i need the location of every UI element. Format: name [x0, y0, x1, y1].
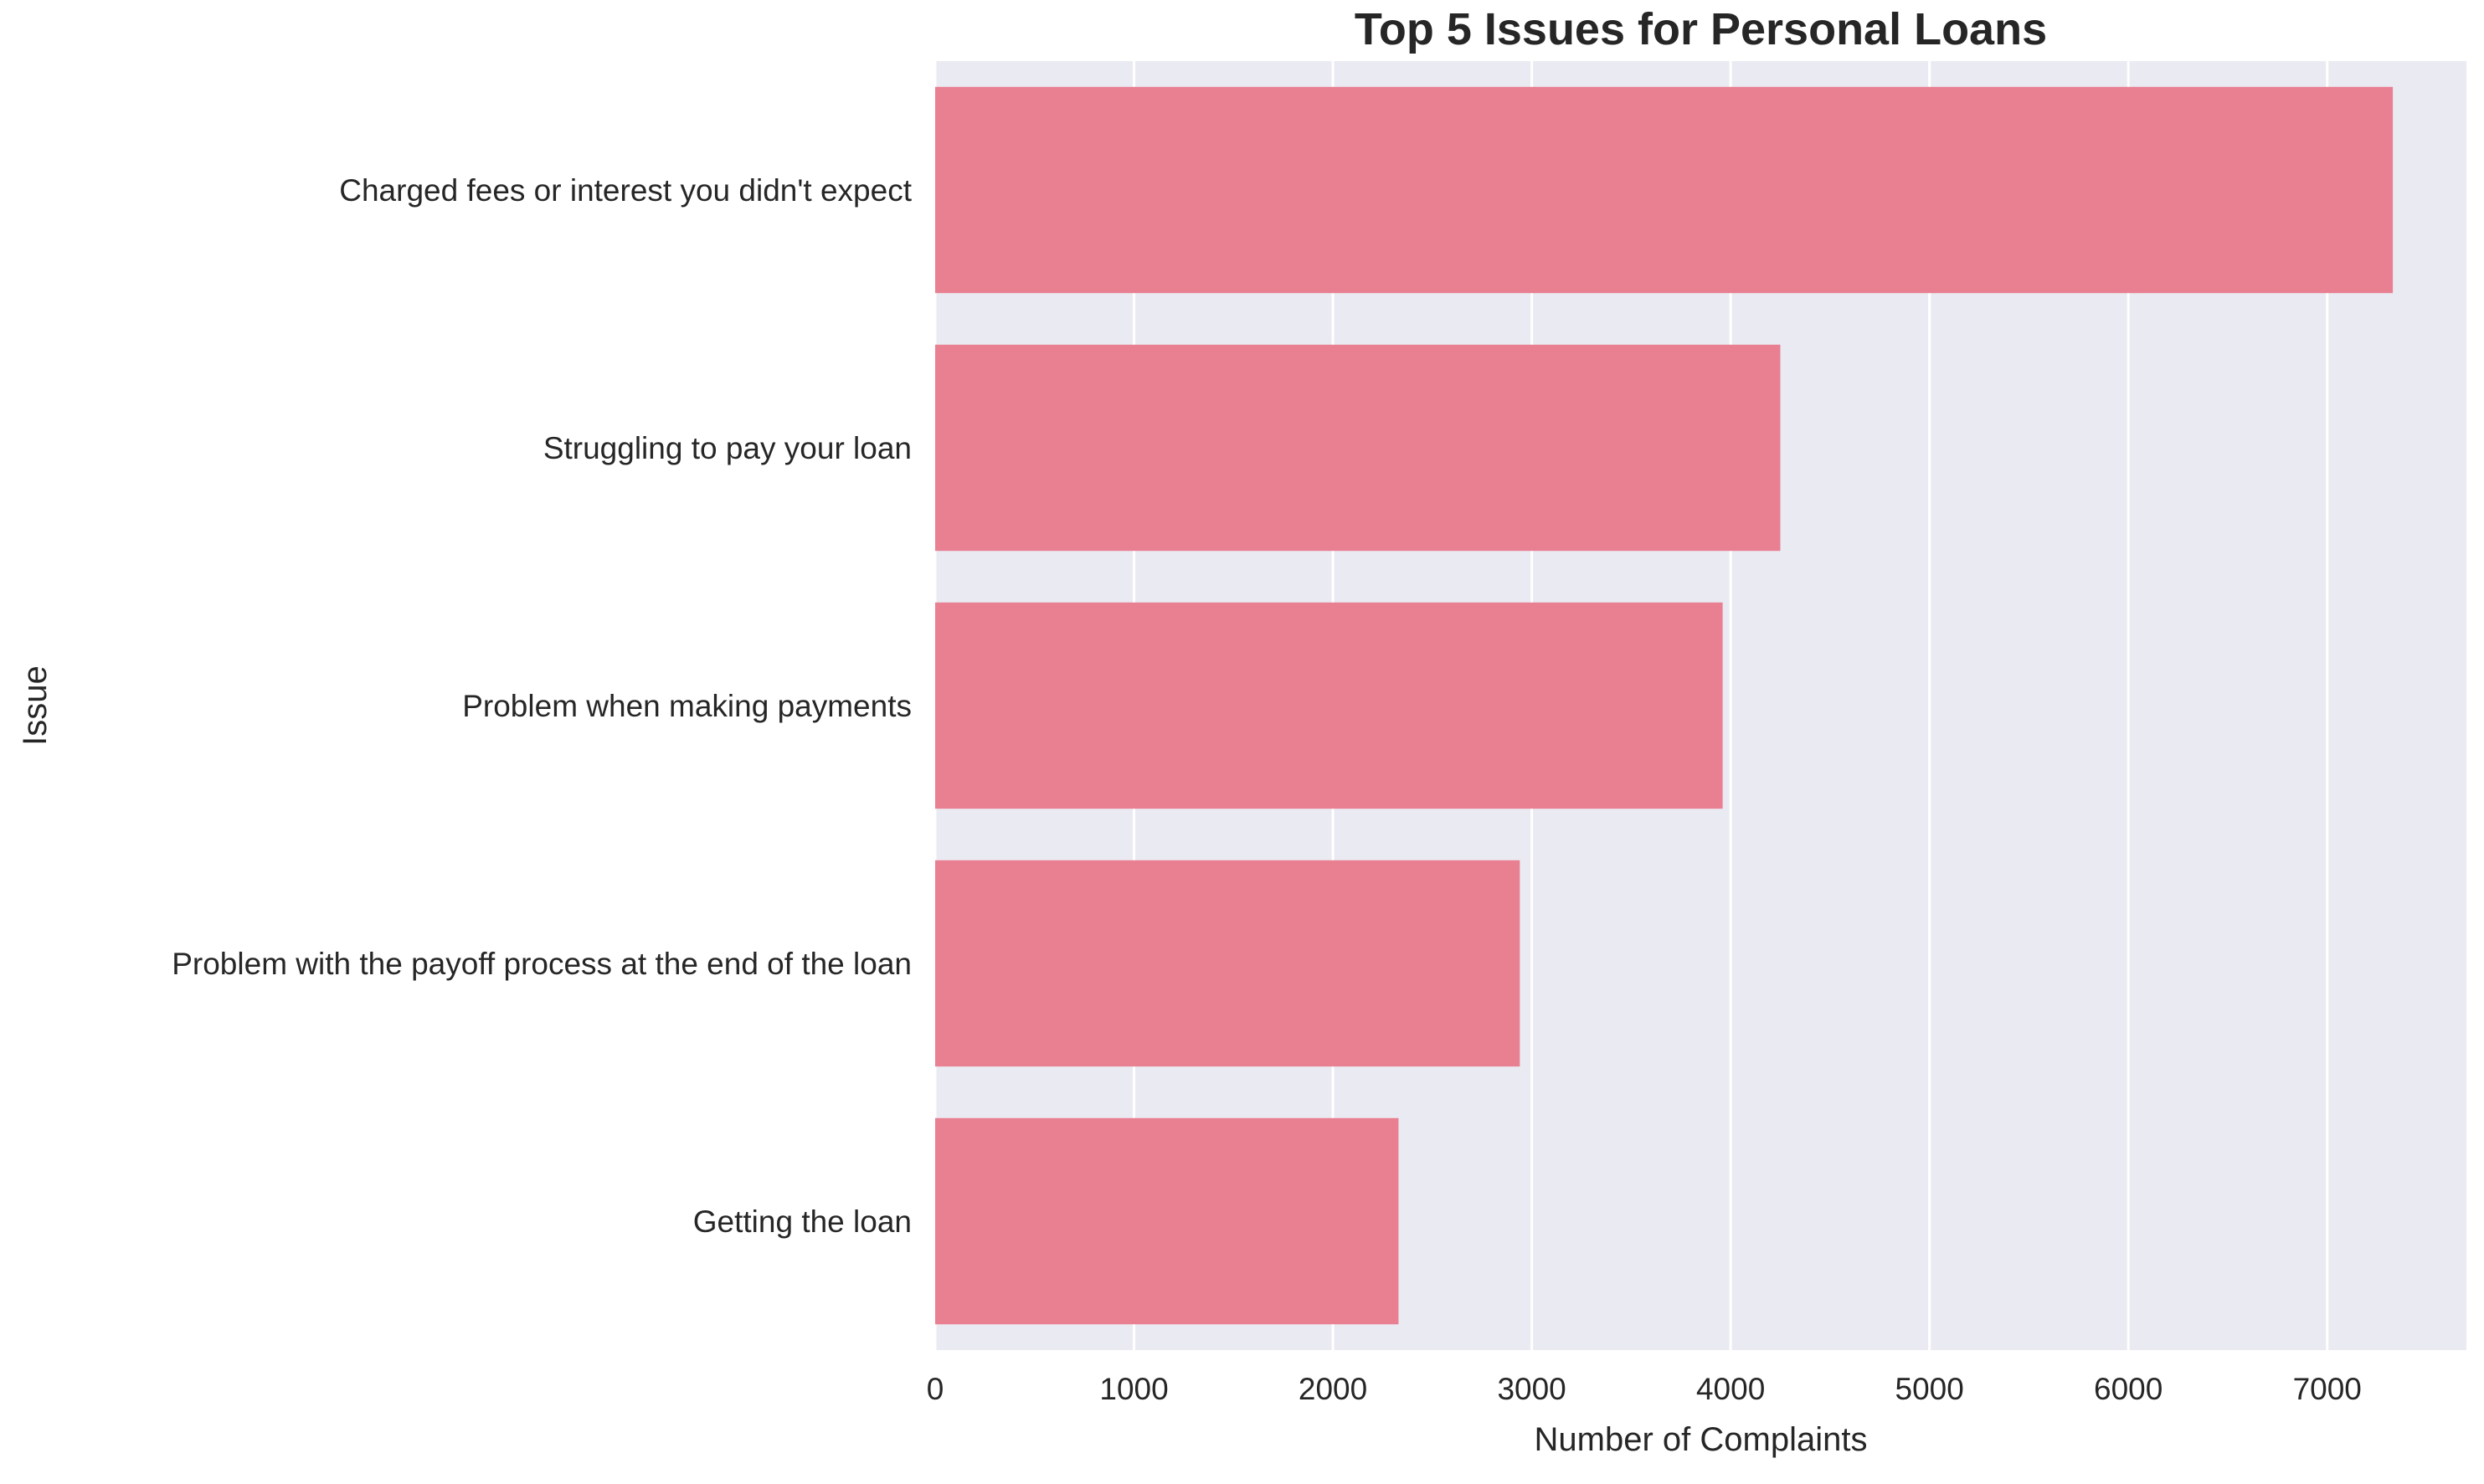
y-axis-ticks: Charged fees or interest you didn't expe…: [172, 173, 912, 1239]
y-axis-label: Issue: [17, 665, 54, 746]
x-tick-label: 2000: [1299, 1372, 1367, 1406]
x-tick-label: 3000: [1497, 1372, 1566, 1406]
bar: [935, 860, 1520, 1067]
x-axis-ticks: 0 1000 2000 3000 4000 5000 6000 7000: [927, 1372, 2362, 1406]
chart-title: Top 5 Issues for Personal Loans: [1355, 4, 2047, 54]
y-tick-label: Getting the loan: [693, 1204, 912, 1239]
x-axis-label: Number of Complaints: [1535, 1421, 1868, 1458]
bars: [935, 86, 2394, 1325]
x-tick-label: 6000: [2094, 1372, 2163, 1406]
x-tick-label: 4000: [1696, 1372, 1765, 1406]
x-tick-label: 5000: [1895, 1372, 1964, 1406]
y-tick-label: Charged fees or interest you didn't expe…: [339, 173, 912, 208]
x-tick-label: 1000: [1099, 1372, 1168, 1406]
bar: [935, 1117, 1399, 1325]
bar: [935, 602, 1723, 809]
bar: [935, 86, 2394, 294]
y-tick-label: Problem when making payments: [462, 689, 912, 723]
y-tick-label: Struggling to pay your loan: [543, 431, 912, 465]
y-tick-label: Problem with the payoff process at the e…: [172, 947, 912, 981]
x-tick-label: 7000: [2293, 1372, 2362, 1406]
x-tick-label: 0: [927, 1372, 944, 1406]
bar: [935, 344, 1781, 552]
